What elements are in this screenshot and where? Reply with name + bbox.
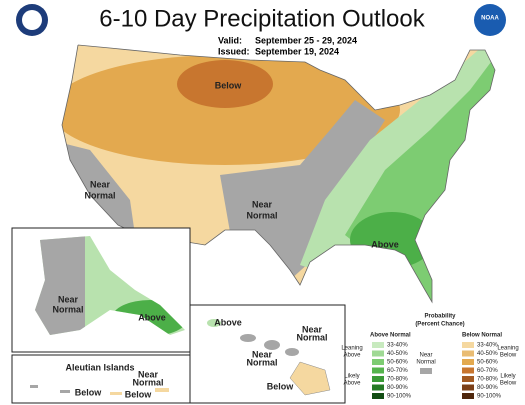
region-label: Below	[75, 387, 103, 397]
legend-level: 40-50%	[477, 351, 498, 357]
legend-swatch	[372, 359, 384, 365]
legend-swatch	[462, 376, 474, 382]
region-label: Below	[215, 80, 243, 90]
legend-swatch	[372, 342, 384, 348]
legend-level: 90-100%	[477, 394, 502, 400]
legend-swatch	[462, 350, 474, 357]
valid-label: Valid:	[218, 35, 242, 45]
region-label: Near	[138, 369, 159, 379]
legend-group: Above	[343, 381, 361, 387]
legend-level: 33-40%	[387, 343, 408, 349]
legend-swatch	[372, 393, 384, 399]
aleutian-islands	[30, 385, 169, 395]
legend-level: 40-50%	[387, 351, 408, 357]
legend-level: 50-60%	[477, 360, 498, 366]
legend-level: 70-80%	[477, 377, 498, 383]
legend-level: 60-70%	[477, 368, 498, 374]
legend-level: 33-40%	[477, 343, 498, 349]
legend-below: Below Normal	[462, 333, 502, 339]
issued-label: Issued:	[218, 46, 250, 56]
legend-swatch	[462, 384, 474, 391]
legend-group: Leaning	[341, 346, 362, 352]
region-label: Near	[252, 349, 273, 359]
legend-level: 60-70%	[387, 368, 408, 374]
legend-group: Likely	[344, 374, 359, 380]
legend-group: Below	[500, 381, 517, 387]
legend-level: 50-60%	[387, 360, 408, 366]
region-label: Aleutian Islands	[65, 362, 134, 372]
legend-level: 70-80%	[387, 377, 408, 383]
region-label: Normal	[246, 210, 277, 220]
legend-swatch	[462, 393, 474, 399]
noaa-logo-text: NOAA	[481, 16, 499, 22]
legend-group: Likely	[500, 374, 515, 380]
legend-group: Below	[500, 353, 517, 359]
legend-swatch	[372, 367, 384, 374]
issued-date: September 19, 2024	[255, 46, 339, 56]
region-label: Above	[214, 317, 242, 327]
title: 6-10 Day Precipitation Outlook	[99, 5, 426, 32]
legend-group: Leaning	[497, 346, 518, 352]
region-label: Normal	[84, 190, 115, 200]
region-label: Near	[58, 294, 79, 304]
legend-level: 80-90%	[477, 385, 498, 391]
region-label: Near	[302, 324, 323, 334]
hawaii	[207, 319, 331, 396]
legend-swatch	[372, 376, 384, 382]
region-label: Normal	[246, 357, 277, 367]
region-label: Normal	[132, 377, 163, 387]
legend-group: Above	[343, 353, 361, 359]
legend-above: Above Normal	[370, 333, 411, 339]
legend-title: Probability	[424, 314, 456, 320]
region-label: Normal	[296, 332, 327, 342]
region-label: Below	[267, 381, 295, 391]
aleutian-inset	[11, 354, 191, 404]
region-label: Above	[371, 239, 399, 249]
legend-subtitle: (Percent Chance)	[415, 322, 464, 328]
region-label: Near	[90, 179, 111, 189]
legend-swatch	[462, 342, 474, 348]
legend-swatch	[462, 367, 474, 374]
legend-swatch	[420, 368, 432, 374]
legend-level: 80-90%	[387, 385, 408, 391]
region-label: Below	[125, 389, 153, 399]
region-label: Normal	[52, 304, 83, 314]
legend-group: Near	[419, 353, 432, 359]
region-label: Near	[252, 199, 273, 209]
doc-logo-inner	[22, 10, 42, 30]
legend-swatch	[372, 350, 384, 357]
legend-swatch	[462, 359, 474, 365]
region-label: Above	[138, 312, 166, 322]
legend-swatch	[372, 384, 384, 391]
legend-level: 90-100%	[387, 394, 412, 400]
noaa-logo	[474, 4, 506, 36]
valid-date: September 25 - 29, 2024	[255, 35, 357, 45]
legend-group: Normal	[416, 360, 435, 366]
